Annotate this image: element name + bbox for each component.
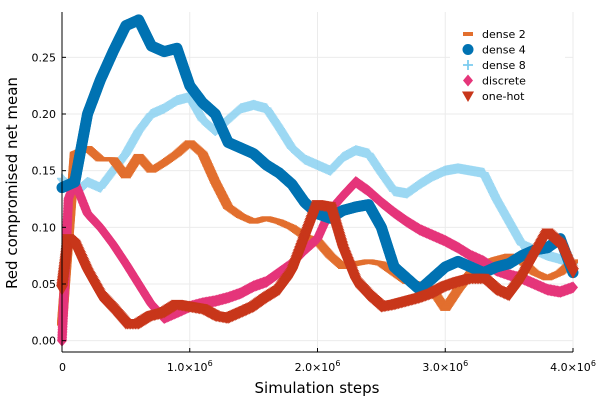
legend-marker-discrete xyxy=(463,74,473,87)
x-tick-label-3: 3.0×106 xyxy=(422,359,468,374)
legend-marker-dense-4 xyxy=(462,44,474,55)
legend-label-dense-2: dense 2 xyxy=(482,28,526,41)
legend-label-discrete: discrete xyxy=(482,75,526,88)
legend-symbol-dense-2 xyxy=(463,32,473,36)
legend-marker-one-hot xyxy=(462,91,474,102)
x-tick-label-2: 2.0×106 xyxy=(295,359,341,374)
legend-item-dense-4: dense 4 xyxy=(462,44,526,57)
y-tick-label-4: 0.20 xyxy=(32,108,57,121)
legend-label-dense-4: dense 4 xyxy=(482,44,526,57)
legend-symbol-one-hot xyxy=(462,91,474,102)
legend: dense 2 dense 4 dense 8 discrete one-hot xyxy=(450,22,565,106)
legend-marker-dense-8 xyxy=(463,60,473,70)
point-discrete-532 xyxy=(568,281,578,294)
x-tick-label-4: 4.0×106 xyxy=(550,359,596,374)
legend-label-dense-8: dense 8 xyxy=(482,59,526,72)
legend-symbol-dense-4 xyxy=(462,44,474,55)
x-tick-label-0: 0 xyxy=(59,361,66,374)
y-axis-label: Red compromised net mean xyxy=(3,77,21,289)
axes: 0.00 0.05 0.10 0.15 0.20 0.25 0 1.0×106 2.0×106 3… xyxy=(32,12,596,374)
x-axis-label: Simulation steps xyxy=(255,379,380,397)
y-tick-label-5: 0.25 xyxy=(32,51,57,64)
y-tick-label-2: 0.10 xyxy=(32,221,57,234)
legend-item-dense-2: dense 2 xyxy=(463,28,526,41)
series-layer xyxy=(56,14,579,347)
x-tick-label-1: 1.0×106 xyxy=(167,359,213,374)
series-one-hot xyxy=(56,200,579,330)
y-tick-label-1: 0.05 xyxy=(32,278,57,291)
legend-item-dense-8: dense 8 xyxy=(463,59,526,72)
y-tick-label-3: 0.15 xyxy=(32,165,57,178)
point-one-hot-527 xyxy=(567,268,579,279)
legend-marker-dense-2 xyxy=(463,32,473,36)
legend-symbol-discrete xyxy=(463,74,473,87)
legend-symbol-dense-8 xyxy=(463,60,473,70)
legend-item-one-hot: one-hot xyxy=(462,90,525,103)
legend-label-one-hot: one-hot xyxy=(482,90,525,103)
legend-item-discrete: discrete xyxy=(463,74,526,88)
y-tick-label-0: 0.00 xyxy=(32,335,57,348)
